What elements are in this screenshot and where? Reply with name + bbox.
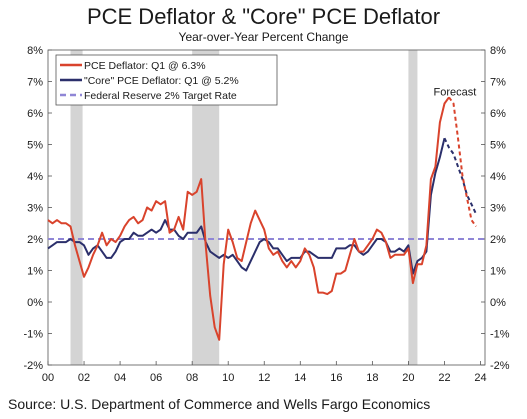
y-tick-label-right: -2% — [490, 360, 510, 372]
x-tick-label: 10 — [222, 372, 234, 384]
chart-subtitle: Year-over-Year Percent Change — [178, 30, 349, 44]
chart-title: PCE Deflator & "Core" PCE Deflator — [86, 4, 441, 29]
x-tick-label: 00 — [42, 372, 54, 384]
recession-band-1 — [70, 50, 83, 365]
x-tick-label: 12 — [258, 372, 270, 384]
y-tick-label-right: 2% — [490, 234, 506, 246]
legend-box — [55, 54, 278, 106]
legend-pce-label: PCE Deflator: Q1 @ 6.3% — [84, 60, 206, 72]
source-note: Source: U.S. Department of Commerce and … — [8, 396, 431, 412]
y-tick-label-left: -2% — [23, 360, 43, 372]
y-tick-label-left: 6% — [27, 108, 43, 120]
x-tick-label: 06 — [150, 372, 162, 384]
y-tick-label-left: 0% — [27, 297, 43, 309]
y-tick-label-left: 1% — [27, 266, 43, 278]
y-tick-label-left: 3% — [27, 203, 43, 215]
series-pce-line — [47, 96, 450, 341]
series-core-pce-forecast-line — [443, 137, 477, 215]
x-tick-label: 02 — [78, 372, 90, 384]
chart-canvas: -2% -2% -1% -1% 0% 0% 1% 1% 2% 2% 3% 3% 4% 4% 5% 5% 6% 6%… — [23, 45, 510, 384]
y-tick-label-right: 4% — [490, 171, 506, 183]
legend-fed-target-label: Federal Reserve 2% Target Rate — [84, 90, 237, 102]
y-tick-label-right: 3% — [490, 203, 506, 215]
y-tick-label-left: 2% — [27, 234, 43, 246]
y-tick-label-left: -1% — [23, 329, 43, 341]
y-tick-label-left: 4% — [27, 171, 43, 183]
recession-band-3 — [408, 50, 418, 365]
y-tick-label-left: 5% — [27, 140, 43, 152]
y-tick-label-left: 7% — [27, 77, 43, 89]
series-pce-forecast-line — [448, 96, 477, 227]
y-tick-label-right: -1% — [490, 329, 510, 341]
x-tick-label: 24 — [474, 372, 486, 384]
y-tick-label-right: 8% — [490, 45, 506, 57]
x-tick-label: 04 — [114, 372, 126, 384]
x-tick-label: 18 — [366, 372, 378, 384]
x-tick-label: 16 — [330, 372, 342, 384]
y-tick-label-left: 8% — [27, 45, 43, 57]
legend-core-pce-label: "Core" PCE Deflator: Q1 @ 5.2% — [84, 75, 239, 87]
x-tick-label: 14 — [294, 372, 306, 384]
y-tick-label-right: 7% — [490, 77, 506, 89]
y-tick-label-right: 0% — [490, 297, 506, 309]
series-core-pce-line — [47, 137, 446, 275]
x-tick-label: 22 — [438, 372, 450, 384]
x-tick-label: 20 — [402, 372, 414, 384]
x-tick-label: 08 — [186, 372, 198, 384]
y-tick-label-right: 6% — [490, 108, 506, 120]
y-tick-label-right: 5% — [490, 140, 506, 152]
forecast-annotation: Forecast — [434, 87, 477, 99]
y-tick-label-right: 1% — [490, 266, 506, 278]
